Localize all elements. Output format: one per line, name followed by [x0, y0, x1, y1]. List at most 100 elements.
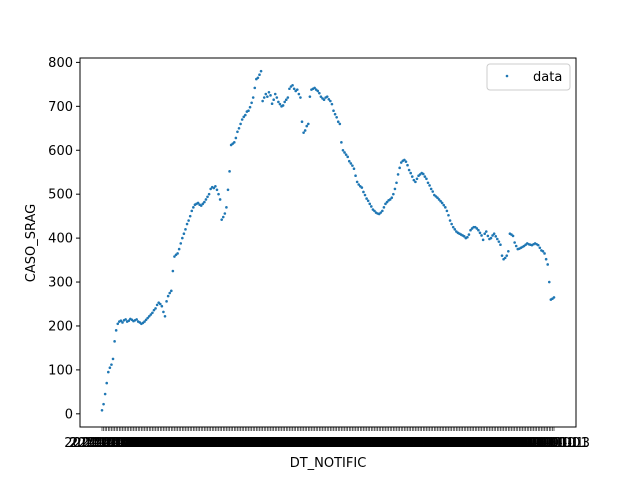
data-point	[292, 87, 296, 91]
data-points	[100, 69, 556, 412]
data-point	[269, 94, 272, 97]
data-point	[505, 254, 509, 257]
data-point	[163, 315, 167, 318]
x-tick-label: 2020-01-01	[163, 436, 239, 451]
data-point	[368, 202, 372, 206]
data-point	[281, 104, 285, 107]
data-point	[218, 198, 222, 201]
data-point	[146, 316, 149, 320]
data-point	[330, 102, 334, 106]
data-point	[483, 232, 487, 236]
x-tick-label: 2020-01-01	[107, 436, 183, 451]
data-point	[466, 235, 469, 239]
data-point	[336, 120, 340, 123]
x-tick-label: 2020-01-01	[258, 436, 334, 451]
data-point	[143, 320, 146, 323]
data-point	[486, 234, 490, 238]
data-point	[392, 192, 395, 196]
x-tick-label: 2020-01-01	[433, 436, 509, 451]
data-point	[147, 315, 151, 318]
x-tick-label: 2020-01-01	[121, 436, 197, 451]
data-point	[436, 196, 439, 199]
data-point	[547, 280, 551, 284]
data-point	[286, 96, 290, 99]
data-point	[384, 202, 387, 206]
x-tick-label: 2020-01-01	[239, 436, 315, 451]
data-point	[341, 148, 345, 152]
data-point	[182, 232, 186, 236]
x-tick-label: 2020-01-01	[211, 436, 287, 451]
data-point	[288, 87, 291, 91]
data-point	[270, 102, 274, 105]
x-tick-label: 2020-01-01	[480, 436, 556, 451]
x-tick-label: 2020-01-01	[419, 436, 495, 451]
y-tick-label: 600	[48, 144, 73, 159]
data-point	[239, 122, 242, 126]
data-point	[448, 219, 452, 222]
x-tick-label: 2020-01-01	[423, 436, 499, 451]
data-point	[217, 192, 220, 196]
data-point	[513, 241, 516, 244]
x-tick-label: 2020-01-01	[400, 436, 476, 451]
data-point	[177, 247, 181, 251]
data-point	[546, 263, 549, 266]
data-point	[240, 118, 244, 121]
x-tick-label: 2020-01-01	[315, 436, 391, 451]
data-point	[166, 294, 170, 298]
x-tick-label: 2020-01-01	[149, 436, 225, 451]
x-tick-label: 2020-01-01	[187, 436, 263, 451]
x-tick-label: 2020-01-01	[442, 436, 518, 451]
x-tick-label: 2020-01-01	[362, 436, 438, 451]
data-point	[381, 209, 384, 213]
data-point	[398, 166, 401, 170]
x-tick-label: 2020-01-01	[64, 436, 140, 451]
x-tick-label: 2020-01-01	[116, 436, 192, 451]
x-tick-label: 2020-01-01	[437, 436, 513, 451]
data-point	[360, 186, 364, 189]
data-point	[171, 269, 175, 273]
x-tick-label: 2020-01-01	[159, 436, 235, 451]
data-point	[284, 98, 288, 102]
x-tick-label: 2020-01-01	[461, 436, 537, 451]
data-point	[212, 186, 216, 190]
data-point	[327, 97, 331, 101]
data-point	[543, 252, 546, 255]
data-point	[363, 193, 367, 197]
x-tick-label: 2020-01-01	[83, 436, 159, 451]
x-tick-label: 2020-01-01	[253, 436, 329, 451]
legend: data	[486, 63, 571, 91]
data-point	[114, 329, 118, 332]
data-point	[499, 243, 502, 246]
data-point	[335, 116, 338, 119]
x-tick-label: 2020-01-01	[78, 436, 154, 451]
x-tick-label: 2020-01-01	[69, 436, 145, 451]
data-point	[250, 101, 253, 105]
x-tick-label: 2020-01-01	[310, 436, 386, 451]
x-tick-label: 2020-01-01	[475, 436, 551, 451]
data-point	[234, 136, 238, 140]
data-point	[347, 159, 351, 163]
data-point	[116, 322, 120, 326]
data-point	[477, 228, 480, 232]
data-point	[536, 243, 540, 247]
y-tick-label: 400	[48, 232, 73, 247]
data-point	[425, 177, 428, 181]
x-tick-label: 2020-01-01	[471, 436, 547, 451]
data-point	[403, 158, 406, 162]
data-point	[121, 321, 124, 324]
y-tick-label: 700	[48, 100, 73, 115]
data-point	[236, 130, 239, 134]
x-tick-label: 2020-01-01	[371, 436, 447, 451]
data-point	[379, 211, 383, 214]
data-point	[221, 215, 225, 219]
data-point	[494, 235, 498, 238]
data-point	[127, 319, 131, 322]
data-point	[453, 228, 457, 231]
data-point	[467, 233, 471, 236]
data-point	[538, 246, 542, 250]
x-tick-label: 2020-01-01	[499, 436, 575, 451]
x-tick-label: 2020-01-01	[367, 436, 443, 451]
x-tick-label: 2020-01-01	[319, 436, 395, 451]
data-point	[199, 204, 203, 207]
y-tick-label: 500	[48, 188, 73, 203]
